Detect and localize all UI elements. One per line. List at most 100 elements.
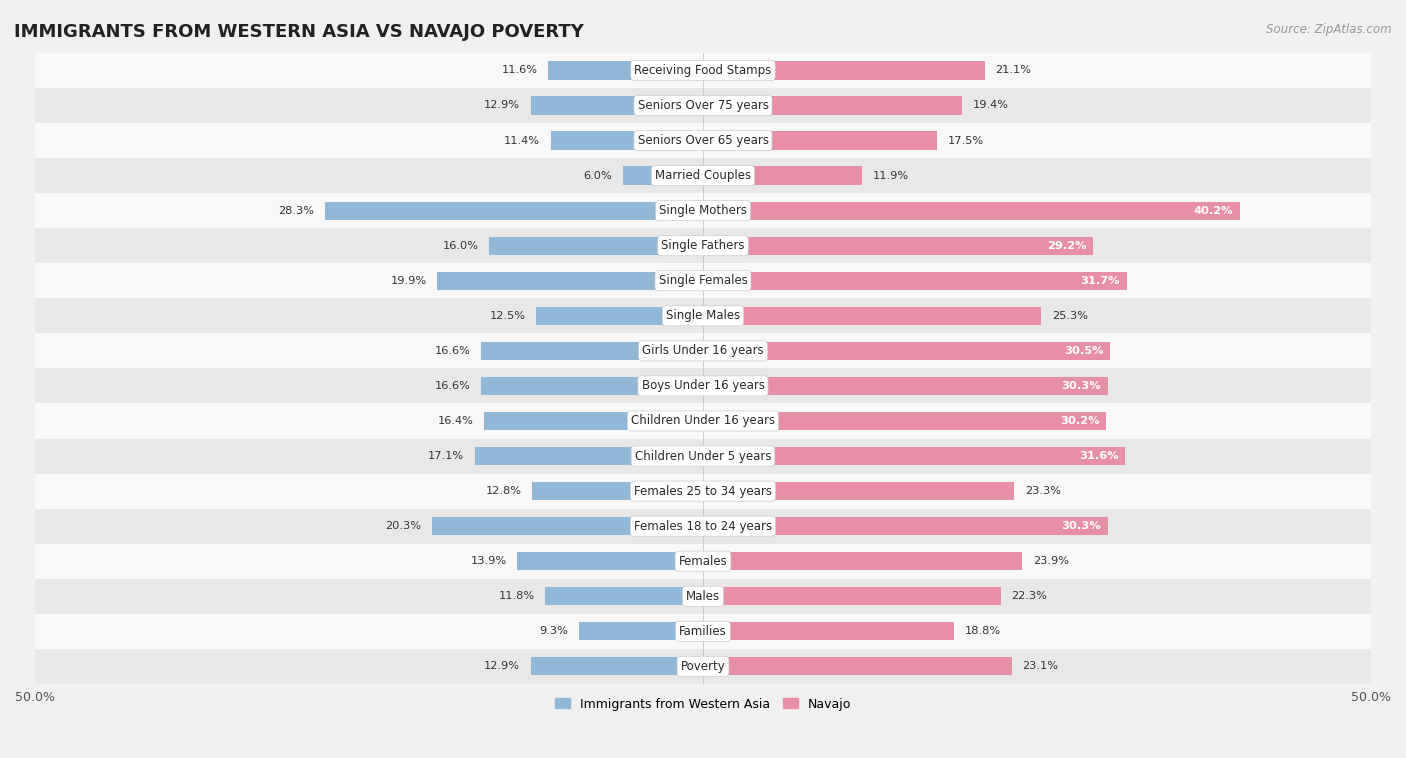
Bar (546, 587, 703, 606)
Text: Males: Males (686, 590, 720, 603)
Text: Single Mothers: Single Mothers (659, 204, 747, 217)
Bar (481, 342, 703, 360)
Bar (703, 587, 1001, 606)
Text: 23.3%: 23.3% (1025, 486, 1062, 496)
Bar (35, 158, 1371, 193)
Text: 18.8%: 18.8% (965, 626, 1001, 636)
Text: 11.4%: 11.4% (503, 136, 540, 146)
Bar (703, 271, 1126, 290)
Text: Poverty: Poverty (681, 660, 725, 673)
Text: 19.9%: 19.9% (391, 276, 426, 286)
Bar (35, 299, 1371, 334)
Text: Children Under 16 years: Children Under 16 years (631, 415, 775, 428)
Text: 23.9%: 23.9% (1033, 556, 1069, 566)
Text: IMMIGRANTS FROM WESTERN ASIA VS NAVAJO POVERTY: IMMIGRANTS FROM WESTERN ASIA VS NAVAJO P… (14, 23, 583, 41)
Text: 20.3%: 20.3% (385, 522, 422, 531)
Text: Receiving Food Stamps: Receiving Food Stamps (634, 64, 772, 77)
Bar (703, 482, 1014, 500)
Bar (517, 552, 703, 570)
Bar (703, 622, 955, 641)
Bar (489, 236, 703, 255)
Bar (530, 657, 703, 675)
Bar (551, 131, 703, 149)
Text: 16.6%: 16.6% (434, 346, 471, 356)
Text: Families: Families (679, 625, 727, 637)
Text: 19.4%: 19.4% (973, 101, 1010, 111)
Bar (35, 614, 1371, 649)
Bar (703, 377, 1108, 395)
Text: 11.9%: 11.9% (873, 171, 908, 180)
Legend: Immigrants from Western Asia, Navajo: Immigrants from Western Asia, Navajo (550, 693, 856, 716)
Bar (623, 167, 703, 185)
Text: 30.3%: 30.3% (1062, 381, 1101, 391)
Bar (475, 447, 703, 465)
Text: 6.0%: 6.0% (583, 171, 612, 180)
Text: 23.1%: 23.1% (1022, 662, 1059, 672)
Bar (35, 53, 1371, 88)
Bar (703, 657, 1011, 675)
Bar (703, 552, 1022, 570)
Bar (35, 368, 1371, 403)
Bar (703, 447, 1125, 465)
Text: 11.6%: 11.6% (502, 65, 537, 76)
Text: 16.6%: 16.6% (434, 381, 471, 391)
Text: 31.6%: 31.6% (1078, 451, 1119, 461)
Text: 12.5%: 12.5% (489, 311, 526, 321)
Bar (35, 228, 1371, 263)
Text: 12.9%: 12.9% (484, 662, 520, 672)
Bar (703, 131, 936, 149)
Bar (703, 96, 962, 114)
Text: 17.5%: 17.5% (948, 136, 984, 146)
Bar (579, 622, 703, 641)
Text: Single Females: Single Females (658, 274, 748, 287)
Bar (481, 377, 703, 395)
Text: Boys Under 16 years: Boys Under 16 years (641, 380, 765, 393)
Text: Girls Under 16 years: Girls Under 16 years (643, 344, 763, 357)
Text: Seniors Over 65 years: Seniors Over 65 years (637, 134, 769, 147)
Text: 30.2%: 30.2% (1060, 416, 1099, 426)
Text: Married Couples: Married Couples (655, 169, 751, 182)
Bar (35, 439, 1371, 474)
Bar (35, 123, 1371, 158)
Text: 16.4%: 16.4% (437, 416, 474, 426)
Bar (531, 482, 703, 500)
Text: Single Fathers: Single Fathers (661, 240, 745, 252)
Text: 22.3%: 22.3% (1011, 591, 1047, 601)
Text: 11.8%: 11.8% (499, 591, 534, 601)
Text: 29.2%: 29.2% (1047, 241, 1087, 251)
Bar (536, 307, 703, 325)
Bar (35, 509, 1371, 543)
Bar (35, 474, 1371, 509)
Bar (703, 342, 1111, 360)
Bar (703, 202, 1240, 220)
Text: 12.8%: 12.8% (485, 486, 522, 496)
Bar (548, 61, 703, 80)
Bar (35, 334, 1371, 368)
Text: 16.0%: 16.0% (443, 241, 478, 251)
Bar (35, 543, 1371, 579)
Bar (35, 403, 1371, 439)
Text: 40.2%: 40.2% (1194, 205, 1233, 216)
Text: 30.3%: 30.3% (1062, 522, 1101, 531)
Bar (35, 263, 1371, 299)
Bar (35, 579, 1371, 614)
Bar (703, 517, 1108, 535)
Bar (35, 88, 1371, 123)
Bar (35, 649, 1371, 684)
Text: Seniors Over 75 years: Seniors Over 75 years (637, 99, 769, 112)
Text: Source: ZipAtlas.com: Source: ZipAtlas.com (1267, 23, 1392, 36)
Bar (35, 193, 1371, 228)
Text: 9.3%: 9.3% (538, 626, 568, 636)
Text: Females: Females (679, 555, 727, 568)
Bar (437, 271, 703, 290)
Text: 17.1%: 17.1% (427, 451, 464, 461)
Bar (703, 412, 1107, 430)
Bar (432, 517, 703, 535)
Text: Children Under 5 years: Children Under 5 years (634, 449, 772, 462)
Bar (484, 412, 703, 430)
Bar (325, 202, 703, 220)
Bar (703, 61, 984, 80)
Bar (530, 96, 703, 114)
Text: 25.3%: 25.3% (1052, 311, 1088, 321)
Text: 12.9%: 12.9% (484, 101, 520, 111)
